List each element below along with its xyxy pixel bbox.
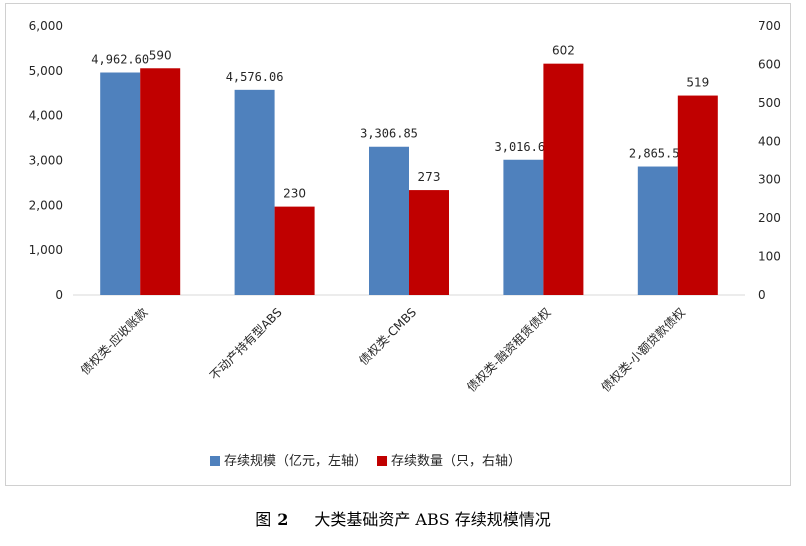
bar xyxy=(140,68,181,296)
legend-entry: 存续规模（亿元，左轴） xyxy=(224,454,367,469)
data-label: 602 xyxy=(552,44,575,58)
legend-entry: 存续数量（只，右轴） xyxy=(391,454,521,469)
bar xyxy=(503,159,544,295)
y-left-tick-label: 2,000 xyxy=(29,198,63,212)
bar-chart: 0 1,000 2,000 3,000 4,000 5,000 6,000 0 100 200 30… xyxy=(29,19,781,469)
category-label: 债权类-应收账款 xyxy=(77,305,150,378)
data-label: 519 xyxy=(686,76,709,90)
figure-title: 大类基础资产 ABS 存续规模情况 xyxy=(314,510,551,529)
y-left-tick-label: 6,000 xyxy=(29,19,63,33)
bar xyxy=(100,72,141,295)
figure-caption: 图 2 大类基础资产 ABS 存续规模情况 xyxy=(0,506,806,530)
y-right-tick-label: 700 xyxy=(758,19,781,33)
bar xyxy=(543,63,584,295)
y-right-tick-label: 300 xyxy=(758,173,781,187)
bar xyxy=(234,89,275,296)
y-left-tick-label: 5,000 xyxy=(29,64,63,78)
y-right-tick-label: 600 xyxy=(758,57,781,71)
data-label: 3,306.85 xyxy=(360,127,418,141)
y-right-tick-label: 200 xyxy=(758,211,781,225)
bar xyxy=(274,206,315,295)
data-label: 3,016.67 xyxy=(495,140,553,154)
category-label: 债权类-融资租赁债权 xyxy=(464,305,553,394)
bar xyxy=(637,166,678,295)
data-label: 273 xyxy=(418,170,441,184)
data-label: 2,865.58 xyxy=(629,147,687,161)
data-label: 230 xyxy=(283,187,306,201)
category-label: 不动产持有型ABS xyxy=(206,305,284,383)
bar xyxy=(409,190,449,295)
figure-number: 2 xyxy=(277,510,289,529)
data-label: 4,962.60 xyxy=(91,53,149,67)
category-label: 债权类-CMBS xyxy=(356,305,419,368)
y-right-tick-label: 0 xyxy=(758,288,766,302)
y-right-tick-label: 400 xyxy=(758,134,781,148)
bar xyxy=(369,146,409,295)
legend-swatch xyxy=(377,456,388,466)
y-left-tick-label: 0 xyxy=(55,288,63,302)
data-label: 590 xyxy=(149,48,172,62)
y-right-tick-label: 100 xyxy=(758,250,781,264)
y-left-tick-label: 4,000 xyxy=(29,109,63,123)
y-left-tick-label: 1,000 xyxy=(29,243,63,257)
chart-frame: 0 1,000 2,000 3,000 4,000 5,000 6,000 0 100 200 30… xyxy=(5,3,791,486)
bar xyxy=(677,95,718,295)
category-label: 债权类-小额贷款债权 xyxy=(599,305,688,394)
data-label: 4,576.06 xyxy=(226,70,284,84)
y-left-tick-label: 3,000 xyxy=(29,154,63,168)
figure-label: 图 xyxy=(255,510,272,529)
y-right-tick-label: 500 xyxy=(758,96,781,110)
legend-swatch xyxy=(210,456,220,466)
